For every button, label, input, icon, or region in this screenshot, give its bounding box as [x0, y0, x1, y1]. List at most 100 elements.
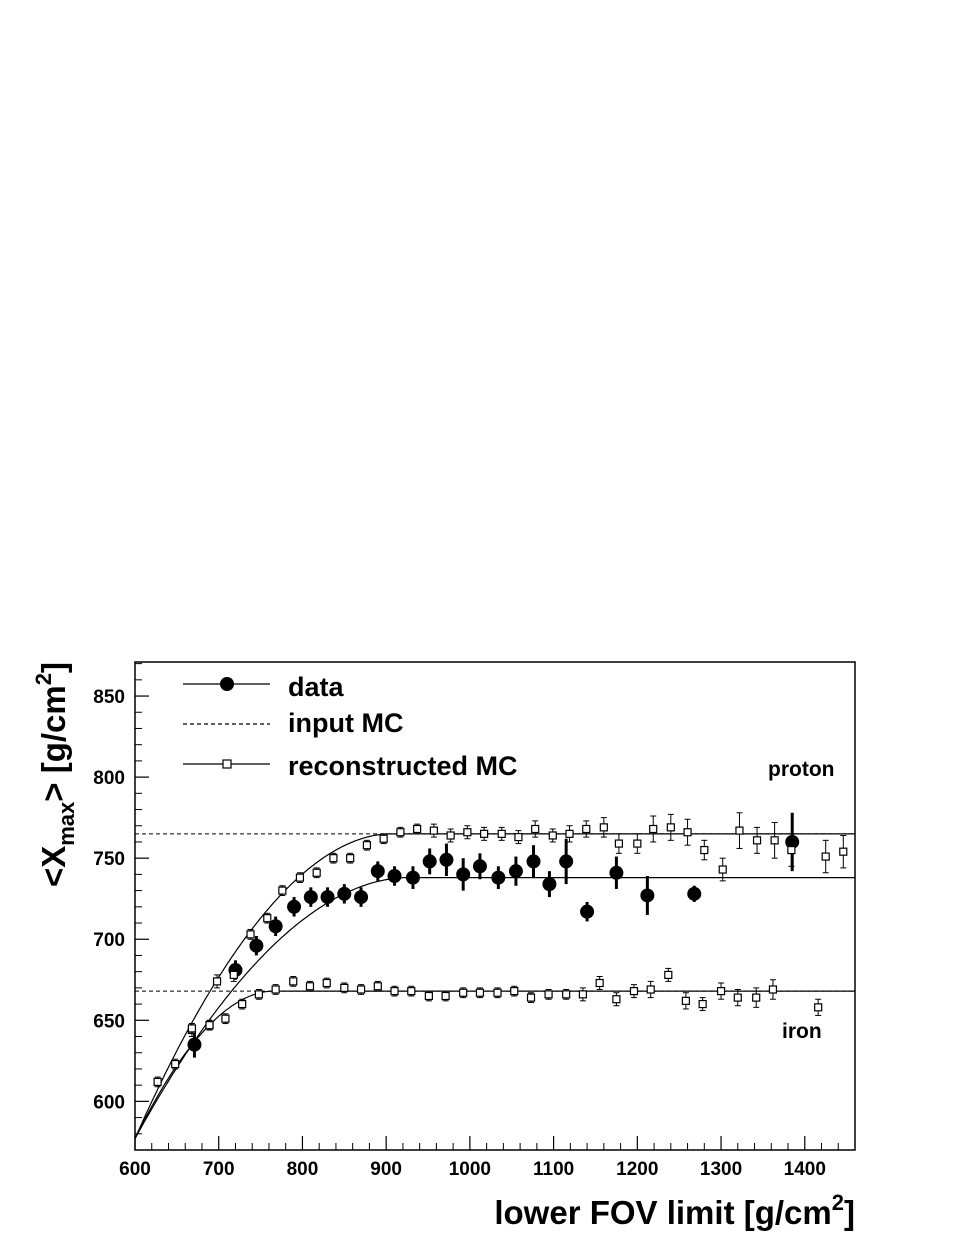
marker: [687, 886, 702, 901]
legend-reco-marker: [222, 759, 232, 769]
marker: [268, 919, 283, 934]
x-tick-label: 900: [370, 1159, 402, 1180]
reco-mc-point: [407, 985, 416, 997]
reco-mc-point: [526, 992, 536, 1003]
reco-mc-point: [446, 828, 455, 843]
reco-mc-point: [681, 992, 690, 1010]
marker: [578, 990, 588, 999]
data-point: [456, 858, 471, 891]
reco-mc-point: [700, 839, 709, 861]
marker: [221, 1014, 230, 1023]
reco-mc-point: [821, 839, 830, 874]
reco-mc-point: [531, 820, 540, 838]
data-point: [580, 901, 595, 922]
reco-mc-point: [582, 820, 591, 838]
legend-input-label: input MC: [288, 708, 403, 738]
marker: [405, 870, 420, 885]
marker: [664, 970, 673, 980]
marker: [422, 854, 437, 869]
marker: [531, 824, 540, 834]
x-tick-label: 1000: [449, 1159, 491, 1180]
reco-mc-point: [396, 826, 405, 838]
reco-mc-point: [340, 982, 349, 994]
marker: [472, 859, 487, 874]
marker: [456, 867, 471, 882]
marker: [526, 854, 541, 869]
reco-mc-point: [562, 988, 571, 1000]
marker: [153, 1077, 162, 1087]
marker: [698, 999, 707, 1009]
annotation-iron: iron: [782, 1020, 822, 1043]
reco-mc-point: [768, 979, 778, 1000]
marker: [733, 993, 742, 1002]
plot-frame: [134, 661, 856, 1151]
reco-mc-point: [263, 912, 272, 924]
reco-mc-point: [683, 818, 692, 846]
reco-mc-point: [459, 987, 468, 999]
marker: [582, 824, 591, 834]
data-point: [526, 845, 541, 878]
marker: [320, 890, 335, 905]
fit-curve-proton: [134, 833, 855, 1139]
data-point: [542, 871, 557, 898]
marker: [475, 988, 485, 997]
marker: [446, 831, 455, 840]
data-point: [287, 897, 302, 917]
marker: [322, 978, 331, 988]
marker: [629, 987, 639, 996]
data-point: [387, 866, 402, 886]
reco-mc-point: [510, 985, 519, 997]
marker: [612, 995, 621, 1004]
reco-mc-point: [373, 980, 382, 992]
marker: [387, 869, 402, 884]
reco-mc-point: [205, 1019, 214, 1031]
reco-mc-point: [254, 988, 264, 1000]
reco-mc-point: [480, 826, 489, 841]
marker: [683, 828, 692, 837]
marker: [614, 839, 624, 848]
reco-mc-point: [514, 830, 523, 845]
x-tick-label: 800: [287, 1159, 319, 1180]
reco-mc-point: [629, 984, 639, 999]
marker: [396, 828, 405, 837]
reco-mc-point: [599, 817, 608, 838]
reco-mc-point: [814, 998, 823, 1016]
reco-mc-point: [390, 985, 399, 997]
reco-mc-point: [271, 984, 280, 995]
x-tick-label: 1300: [700, 1159, 742, 1180]
x-tick-label: 1200: [616, 1159, 658, 1180]
y-tick-label: 750: [93, 849, 125, 870]
marker: [238, 999, 247, 1009]
marker: [646, 985, 655, 994]
marker: [508, 864, 523, 879]
marker: [379, 834, 388, 843]
reco-mc-point: [649, 815, 658, 843]
marker: [187, 1037, 202, 1052]
y-tick-label: 800: [93, 768, 125, 789]
data-point: [354, 887, 369, 907]
marker: [303, 890, 318, 905]
marker: [770, 836, 779, 845]
legend-data-marker: [220, 677, 234, 691]
marker: [716, 987, 726, 996]
marker: [599, 823, 608, 832]
reco-mc-point: [493, 987, 502, 999]
marker: [354, 890, 369, 905]
marker: [768, 985, 778, 994]
marker: [337, 886, 352, 901]
reco-mc-point: [322, 977, 331, 989]
y-tick-label: 700: [93, 930, 125, 951]
data-point: [370, 861, 385, 881]
marker: [249, 938, 264, 953]
reco-mc-point: [413, 823, 422, 835]
reco-mc-point: [733, 988, 742, 1007]
legend-data-label: data: [288, 672, 345, 702]
x-tick-label: 700: [203, 1159, 235, 1180]
input-mc-lines: [135, 833, 855, 992]
marker: [340, 983, 349, 992]
reco-mc-point: [666, 813, 675, 841]
reco-mc-point: [221, 1013, 230, 1025]
marker: [441, 991, 450, 1001]
marker: [666, 823, 675, 832]
marker: [329, 854, 338, 863]
